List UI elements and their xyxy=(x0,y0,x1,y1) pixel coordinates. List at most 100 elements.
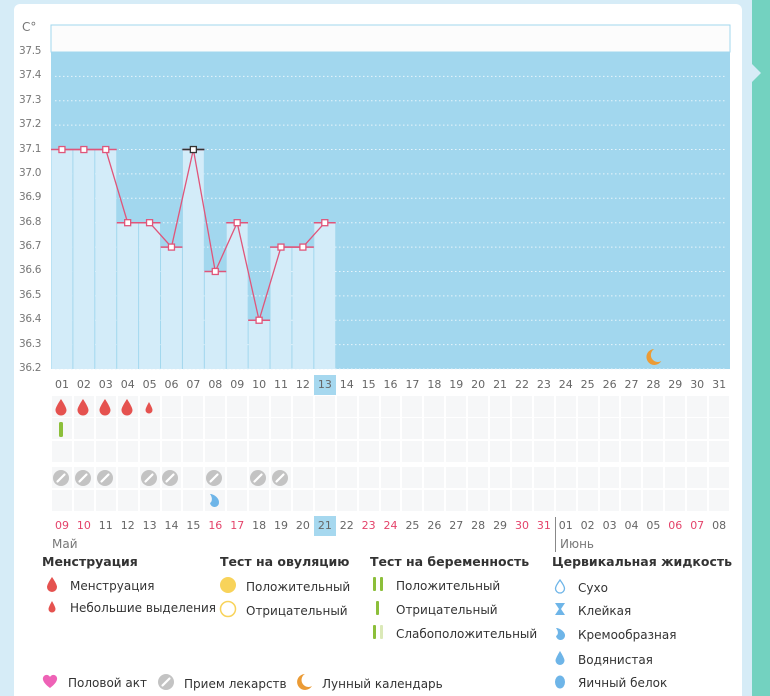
event-cell[interactable] xyxy=(533,396,554,417)
event-cell[interactable] xyxy=(139,418,160,439)
event-cell[interactable] xyxy=(643,418,664,439)
event-cell[interactable] xyxy=(139,441,160,462)
event-cell[interactable] xyxy=(687,467,708,488)
event-cell[interactable] xyxy=(621,441,642,462)
x-tick-label[interactable]: 04 xyxy=(120,378,135,391)
event-cell[interactable] xyxy=(161,396,182,417)
event-cell[interactable] xyxy=(709,490,729,511)
event-cell[interactable] xyxy=(380,441,401,462)
x-tick-label[interactable]: 31 xyxy=(712,378,727,391)
x-tick-label[interactable]: 10 xyxy=(252,378,267,391)
event-cell[interactable] xyxy=(205,441,226,462)
event-cell[interactable] xyxy=(336,490,357,511)
event-cell[interactable] xyxy=(336,441,357,462)
event-cell[interactable] xyxy=(358,418,379,439)
x-tick-label[interactable]: 25 xyxy=(580,378,595,391)
event-cell[interactable] xyxy=(205,396,226,417)
event-cell[interactable] xyxy=(249,418,270,439)
event-cell[interactable] xyxy=(511,490,532,511)
event-cell[interactable] xyxy=(665,418,686,439)
event-cell[interactable] xyxy=(52,441,72,462)
x-tick-label[interactable]: 11 xyxy=(274,378,289,391)
calendar-date[interactable]: 22 xyxy=(339,519,354,532)
calendar-date[interactable]: 18 xyxy=(252,519,267,532)
event-cell[interactable] xyxy=(336,467,357,488)
event-cell[interactable] xyxy=(336,396,357,417)
event-cell[interactable] xyxy=(643,467,664,488)
x-tick-label[interactable]: 06 xyxy=(164,378,179,391)
event-cell[interactable] xyxy=(402,418,423,439)
event-cell[interactable] xyxy=(380,490,401,511)
event-cell[interactable] xyxy=(402,490,423,511)
event-cell[interactable] xyxy=(380,418,401,439)
calendar-date[interactable]: 17 xyxy=(230,519,245,532)
event-cell[interactable] xyxy=(687,396,708,417)
calendar-date[interactable]: 07 xyxy=(690,519,705,532)
event-cell[interactable] xyxy=(380,467,401,488)
x-tick-label[interactable]: 21 xyxy=(493,378,508,391)
event-cell[interactable] xyxy=(117,441,138,462)
calendar-date[interactable]: 05 xyxy=(646,519,661,532)
calendar-date[interactable]: 23 xyxy=(361,519,376,532)
event-cell[interactable] xyxy=(161,441,182,462)
calendar-date[interactable]: 02 xyxy=(580,519,595,532)
event-cell[interactable] xyxy=(511,396,532,417)
calendar-date[interactable]: 26 xyxy=(427,519,442,532)
event-cell[interactable] xyxy=(358,467,379,488)
calendar-date[interactable]: 06 xyxy=(668,519,683,532)
event-cell[interactable] xyxy=(227,396,248,417)
calendar-date[interactable]: 20 xyxy=(295,519,310,532)
event-cell[interactable] xyxy=(271,490,291,511)
calendar-date[interactable]: 15 xyxy=(186,519,201,532)
event-cell[interactable] xyxy=(643,441,664,462)
calendar-date[interactable]: 21 xyxy=(313,516,336,536)
event-cell[interactable] xyxy=(424,467,445,488)
event-cell[interactable] xyxy=(577,418,598,439)
event-cell[interactable] xyxy=(687,441,708,462)
expand-arrow-icon[interactable] xyxy=(752,64,761,82)
event-cell[interactable] xyxy=(490,396,510,417)
event-cell[interactable] xyxy=(468,418,489,439)
x-tick-label[interactable]: 01 xyxy=(55,378,69,391)
x-tick-label[interactable]: 22 xyxy=(514,378,529,391)
event-cell[interactable] xyxy=(468,467,489,488)
event-cell[interactable] xyxy=(117,418,138,439)
event-cell[interactable] xyxy=(183,418,204,439)
event-cell[interactable] xyxy=(599,418,620,439)
event-cell[interactable] xyxy=(468,490,489,511)
x-tick-label[interactable]: 27 xyxy=(624,378,639,391)
event-cell[interactable] xyxy=(577,396,598,417)
event-cell[interactable] xyxy=(533,418,554,439)
event-cell[interactable] xyxy=(314,467,335,488)
event-cell[interactable] xyxy=(490,467,510,488)
event-cell[interactable] xyxy=(687,490,708,511)
x-tick-label[interactable]: 08 xyxy=(208,378,223,391)
event-cell[interactable] xyxy=(314,441,335,462)
x-tick-label[interactable]: 16 xyxy=(383,378,398,391)
event-cell[interactable] xyxy=(227,490,248,511)
event-cell[interactable] xyxy=(687,418,708,439)
event-cell[interactable] xyxy=(446,467,467,488)
x-tick-label[interactable]: 26 xyxy=(602,378,617,391)
event-cell[interactable] xyxy=(621,396,642,417)
x-tick-label[interactable]: 24 xyxy=(558,378,573,391)
calendar-date[interactable]: 14 xyxy=(164,519,179,532)
event-cell[interactable] xyxy=(314,490,335,511)
event-cell[interactable] xyxy=(292,490,313,511)
x-tick-label[interactable]: 23 xyxy=(536,378,551,391)
event-cell[interactable] xyxy=(555,490,576,511)
event-cell[interactable] xyxy=(117,467,138,488)
x-tick-label[interactable]: 14 xyxy=(339,378,354,391)
x-tick-label[interactable]: 03 xyxy=(98,378,113,391)
event-cell[interactable] xyxy=(227,441,248,462)
event-cell[interactable] xyxy=(402,441,423,462)
event-cell[interactable] xyxy=(117,490,138,511)
event-cell[interactable] xyxy=(643,396,664,417)
event-cell[interactable] xyxy=(533,490,554,511)
event-cell[interactable] xyxy=(709,467,729,488)
event-cell[interactable] xyxy=(599,396,620,417)
calendar-date[interactable]: 31 xyxy=(536,519,551,532)
event-cell[interactable] xyxy=(161,418,182,439)
event-cell[interactable] xyxy=(292,418,313,439)
event-cell[interactable] xyxy=(402,467,423,488)
